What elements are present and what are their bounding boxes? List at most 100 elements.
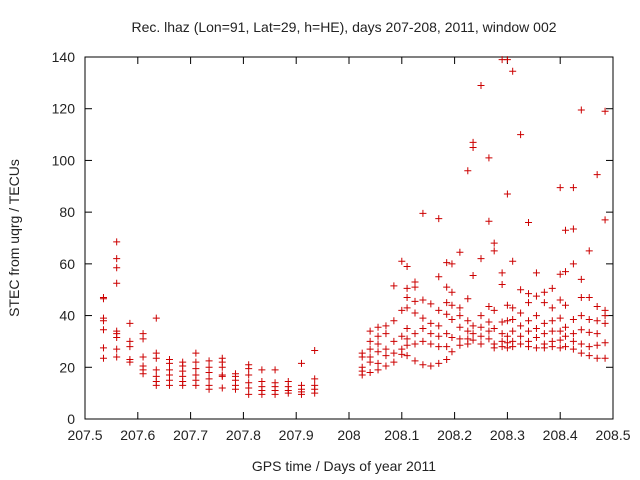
data-point xyxy=(113,345,121,353)
data-point xyxy=(284,389,292,397)
data-point xyxy=(517,322,525,330)
data-point xyxy=(485,318,493,326)
data-point xyxy=(271,366,279,374)
data-point xyxy=(358,353,366,361)
data-point xyxy=(403,341,411,349)
data-point xyxy=(517,131,525,139)
x-tick-label: 207.7 xyxy=(173,427,208,443)
data-point xyxy=(218,372,226,380)
data-point xyxy=(561,226,569,234)
data-point xyxy=(113,238,121,246)
data-point xyxy=(218,363,226,371)
data-point xyxy=(569,225,577,233)
data-point xyxy=(403,293,411,301)
data-point xyxy=(490,247,498,255)
data-point xyxy=(205,385,213,393)
data-point xyxy=(245,384,253,392)
data-point xyxy=(448,334,456,342)
data-point xyxy=(485,303,493,311)
data-point xyxy=(99,344,107,352)
y-tick-label: 40 xyxy=(59,308,75,324)
data-point xyxy=(366,345,374,353)
data-point xyxy=(485,217,493,225)
data-point xyxy=(152,381,160,389)
data-point xyxy=(448,260,456,268)
data-point xyxy=(577,312,585,320)
x-axis: 207.5 207.6 207.7 207.8 207.9 208 208.1 208.2 20… xyxy=(67,57,631,443)
data-point xyxy=(540,288,548,296)
data-point xyxy=(427,340,435,348)
data-point xyxy=(525,327,533,335)
data-point xyxy=(490,306,498,314)
data-point xyxy=(258,366,266,374)
data-point xyxy=(498,330,506,338)
data-point xyxy=(490,344,498,352)
data-point xyxy=(456,335,464,343)
data-point xyxy=(435,332,443,340)
data-point xyxy=(311,389,319,397)
y-tick-label: 120 xyxy=(52,101,76,117)
data-point xyxy=(498,343,506,351)
data-point xyxy=(532,325,540,332)
data-point xyxy=(245,365,253,373)
data-point xyxy=(601,354,609,362)
data-point xyxy=(152,354,160,362)
data-point xyxy=(561,268,569,276)
data-point xyxy=(556,336,564,344)
data-point xyxy=(569,260,577,268)
data-point xyxy=(152,366,160,374)
data-point xyxy=(509,327,517,335)
x-tick-label: 207.9 xyxy=(279,427,314,443)
data-point xyxy=(601,339,609,347)
data-point xyxy=(585,328,593,336)
data-point xyxy=(548,304,556,312)
data-point xyxy=(548,317,556,325)
data-point xyxy=(577,275,585,283)
data-point xyxy=(509,257,517,265)
data-point xyxy=(411,357,419,365)
data-point xyxy=(540,330,548,338)
data-point xyxy=(435,215,443,223)
data-point xyxy=(382,322,390,330)
data-point xyxy=(569,330,577,338)
data-point xyxy=(398,257,406,265)
data-point xyxy=(517,286,525,294)
data-point xyxy=(601,107,609,115)
data-point xyxy=(419,296,427,304)
data-point xyxy=(532,292,540,300)
data-point xyxy=(271,390,279,398)
data-point xyxy=(419,325,427,332)
data-point xyxy=(593,341,601,349)
data-point xyxy=(469,271,477,279)
data-point xyxy=(113,279,121,287)
data-point xyxy=(165,359,173,367)
data-point xyxy=(113,334,121,342)
data-point xyxy=(477,332,485,340)
data-point xyxy=(411,297,419,305)
data-point xyxy=(218,384,226,392)
data-point xyxy=(443,343,451,351)
x-tick-label: 208.3 xyxy=(490,427,525,443)
data-point xyxy=(390,358,398,366)
data-point xyxy=(448,288,456,296)
data-point xyxy=(448,301,456,309)
data-point xyxy=(503,190,511,198)
data-point xyxy=(577,326,585,334)
data-point xyxy=(485,327,493,335)
data-point xyxy=(311,375,319,383)
data-point xyxy=(464,340,472,348)
data-point xyxy=(366,358,374,366)
data-point xyxy=(469,322,477,330)
data-point xyxy=(509,315,517,323)
data-point xyxy=(577,293,585,301)
data-point xyxy=(556,344,564,352)
data-point xyxy=(398,350,406,358)
data-point xyxy=(205,368,213,376)
data-point xyxy=(532,312,540,320)
data-point xyxy=(503,56,511,64)
data-point xyxy=(525,218,533,226)
data-point xyxy=(548,327,556,335)
data-point xyxy=(435,359,443,367)
data-point xyxy=(601,319,609,327)
data-point xyxy=(139,370,147,378)
